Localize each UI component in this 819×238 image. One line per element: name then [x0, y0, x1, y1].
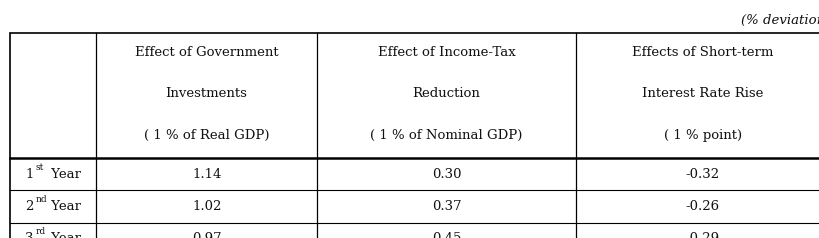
Text: 1.02: 1.02: [192, 200, 221, 213]
Text: nd: nd: [35, 195, 47, 204]
Text: (% deviation): (% deviation): [740, 14, 819, 27]
Text: 0.45: 0.45: [432, 232, 460, 238]
Text: Effects of Short-term: Effects of Short-term: [631, 45, 772, 59]
Text: Interest Rate Rise: Interest Rate Rise: [641, 87, 762, 100]
Text: 0.37: 0.37: [431, 200, 461, 213]
Text: ( 1 % of Nominal GDP): ( 1 % of Nominal GDP): [370, 129, 522, 142]
Text: Effect of Government: Effect of Government: [134, 45, 278, 59]
Text: 0.30: 0.30: [432, 168, 460, 181]
Text: ( 1 % of Real GDP): ( 1 % of Real GDP): [143, 129, 269, 142]
Text: st: st: [35, 163, 43, 172]
Text: Effect of Income-Tax: Effect of Income-Tax: [378, 45, 514, 59]
Text: Year: Year: [47, 168, 81, 181]
Text: -0.29: -0.29: [685, 232, 719, 238]
Text: Year: Year: [47, 200, 81, 213]
Text: 3: 3: [25, 232, 34, 238]
Text: -0.26: -0.26: [685, 200, 719, 213]
Text: Investments: Investments: [165, 87, 247, 100]
Text: ( 1 % point): ( 1 % point): [663, 129, 741, 142]
Text: Reduction: Reduction: [412, 87, 480, 100]
Text: Year: Year: [47, 232, 81, 238]
Text: 2: 2: [25, 200, 34, 213]
Text: rd: rd: [35, 227, 45, 236]
Text: 0.97: 0.97: [192, 232, 221, 238]
Text: -0.32: -0.32: [685, 168, 719, 181]
Text: 1: 1: [25, 168, 34, 181]
Text: 1.14: 1.14: [192, 168, 221, 181]
